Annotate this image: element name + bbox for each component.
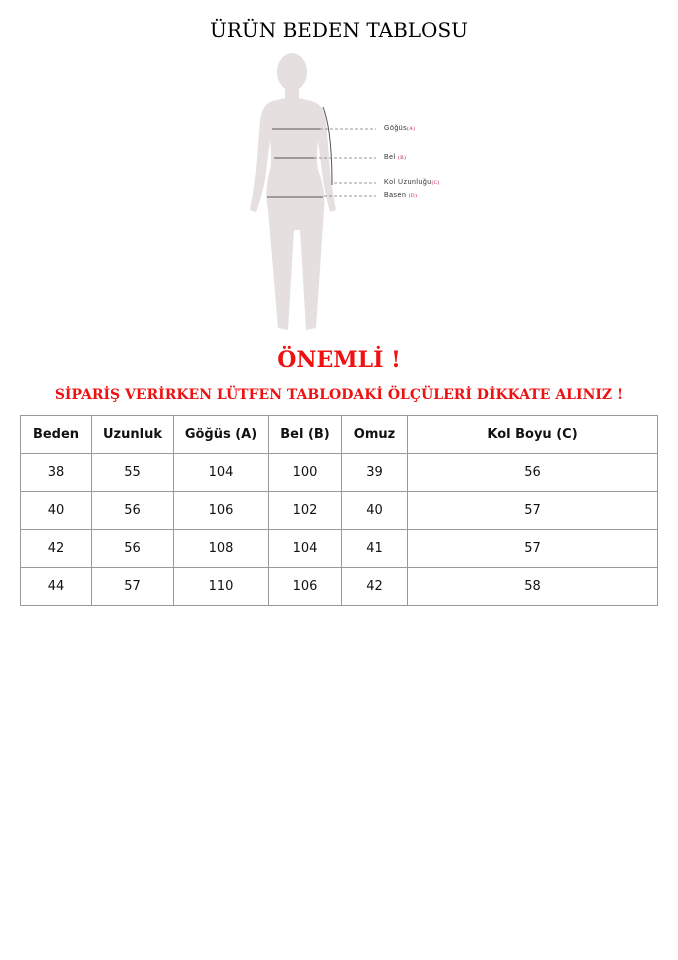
label-code: (D) xyxy=(408,194,418,199)
label-bel: Bel (B) xyxy=(384,154,406,161)
label-text: Göğüs xyxy=(384,125,408,132)
table-cell: 102 xyxy=(268,491,342,530)
size-table: Beden Uzunluk Göğüs (A) Bel (B) Omuz Kol Boyu… xyxy=(20,415,658,606)
column-header: Beden xyxy=(20,415,92,454)
table-cell: 39 xyxy=(341,453,408,492)
table-cell: 106 xyxy=(268,567,342,606)
woman-silhouette-icon xyxy=(250,53,376,330)
table-cell: 38 xyxy=(20,453,92,492)
table-cell: 108 xyxy=(173,529,269,568)
table-cell: 100 xyxy=(268,453,342,492)
label-kol-uzunlugu: Kol Uzunluğu(C) xyxy=(384,179,440,186)
table-cell: 57 xyxy=(407,529,658,568)
body-measurement-figure: Göğüs(A) Bel (B) Kol Uzunluğu(C) Basen (… xyxy=(240,50,440,340)
label-code: (C) xyxy=(431,181,440,186)
table-cell: 40 xyxy=(20,491,92,530)
table-cell: 110 xyxy=(173,567,269,606)
warning-message: SİPARİŞ VERİRKEN LÜTFEN TABLODAKİ ÖLÇÜLE… xyxy=(54,387,624,403)
column-header: Uzunluk xyxy=(91,415,174,454)
table-header-row: Beden Uzunluk Göğüs (A) Bel (B) Omuz Kol Boyu… xyxy=(20,415,658,454)
table-row: 38 55 104 100 39 56 xyxy=(20,453,658,492)
table-row: 44 57 110 106 42 58 xyxy=(20,567,658,606)
label-basen: Basen (D) xyxy=(384,192,417,199)
table-cell: 42 xyxy=(341,567,408,606)
column-header: Kol Boyu (C) xyxy=(407,415,658,454)
table-cell: 57 xyxy=(91,567,174,606)
table-cell: 104 xyxy=(268,529,342,568)
table-cell: 42 xyxy=(20,529,92,568)
table-cell: 56 xyxy=(407,453,658,492)
table-cell: 58 xyxy=(407,567,658,606)
label-text: Kol Uzunluğu xyxy=(384,179,432,186)
table-cell: 41 xyxy=(341,529,408,568)
table-cell: 44 xyxy=(20,567,92,606)
table-cell: 56 xyxy=(91,491,174,530)
table-cell: 40 xyxy=(341,491,408,530)
label-text: Basen xyxy=(384,192,407,199)
column-header: Omuz xyxy=(341,415,408,454)
important-heading: ÖNEMLİ ! xyxy=(277,347,401,373)
label-gogus: Göğüs(A) xyxy=(384,125,416,132)
table-row: 42 56 108 104 41 57 xyxy=(20,529,658,568)
column-header: Bel (B) xyxy=(268,415,342,454)
table-cell: 55 xyxy=(91,453,174,492)
table-cell: 106 xyxy=(173,491,269,530)
label-text: Bel xyxy=(384,154,396,161)
label-code: (B) xyxy=(398,156,407,161)
table-row: 40 56 106 102 40 57 xyxy=(20,491,658,530)
table-cell: 56 xyxy=(91,529,174,568)
column-header: Göğüs (A) xyxy=(173,415,269,454)
table-cell: 57 xyxy=(407,491,658,530)
table-cell: 104 xyxy=(173,453,269,492)
label-code: (A) xyxy=(407,127,416,132)
page-title: ÜRÜN BEDEN TABLOSU xyxy=(209,18,469,42)
